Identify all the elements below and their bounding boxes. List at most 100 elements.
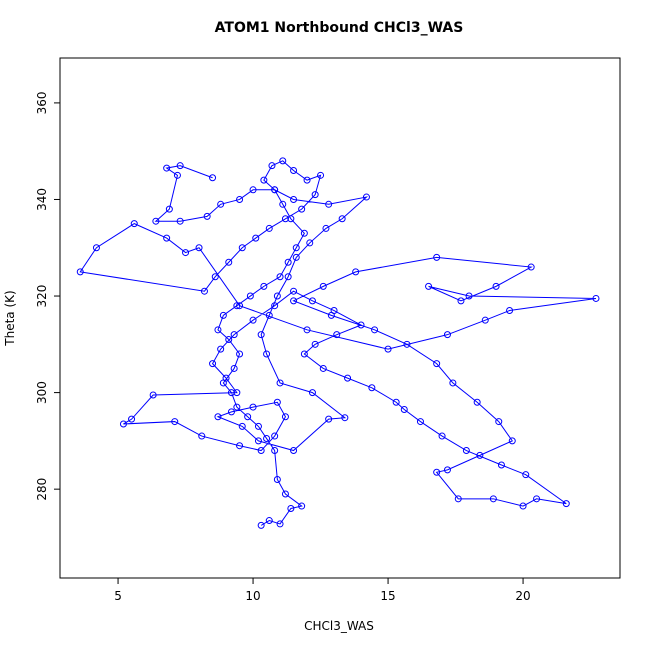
- point: [217, 345, 225, 353]
- point: [433, 468, 441, 476]
- y-tick-label: 300: [35, 381, 49, 404]
- point: [506, 307, 514, 315]
- point: [195, 244, 203, 252]
- point: [130, 220, 138, 228]
- point: [325, 415, 333, 423]
- point: [203, 212, 211, 220]
- point: [238, 244, 246, 252]
- point: [214, 326, 222, 334]
- point: [263, 434, 271, 442]
- point: [438, 432, 446, 440]
- point: [276, 379, 284, 387]
- point: [298, 502, 306, 510]
- point: [254, 437, 262, 445]
- point: [311, 191, 319, 199]
- point: [271, 302, 279, 310]
- point: [268, 162, 276, 170]
- point: [230, 331, 238, 339]
- point: [333, 331, 341, 339]
- point: [449, 379, 457, 387]
- point: [443, 331, 451, 339]
- point: [249, 186, 257, 194]
- point: [222, 374, 230, 382]
- point: [338, 215, 346, 223]
- point: [249, 316, 257, 324]
- point: [384, 345, 392, 353]
- point: [592, 294, 600, 302]
- point: [257, 331, 265, 339]
- point: [473, 398, 481, 406]
- point: [176, 217, 184, 225]
- point: [244, 413, 252, 421]
- point: [276, 273, 284, 281]
- plot-frame: [59, 57, 621, 579]
- point: [198, 432, 206, 440]
- point: [287, 215, 295, 223]
- point: [519, 502, 527, 510]
- point: [236, 302, 244, 310]
- point: [92, 244, 100, 252]
- point: [246, 292, 254, 300]
- point: [265, 311, 273, 319]
- point: [281, 215, 289, 223]
- point: [290, 195, 298, 203]
- point: [308, 389, 316, 397]
- point: [273, 476, 281, 484]
- point: [425, 282, 433, 290]
- point: [330, 307, 338, 315]
- point: [257, 521, 265, 529]
- point: [357, 321, 365, 329]
- point: [303, 326, 311, 334]
- point: [308, 297, 316, 305]
- point: [254, 422, 262, 430]
- point: [292, 253, 300, 261]
- y-tick-label: 320: [35, 285, 49, 308]
- point: [481, 316, 489, 324]
- point: [219, 311, 227, 319]
- point: [271, 186, 279, 194]
- chart-title: ATOM1 Northbound CHCl3_WAS: [215, 20, 464, 36]
- x-tick-label: 10: [245, 589, 260, 603]
- point: [416, 418, 424, 426]
- point: [495, 418, 503, 426]
- point: [303, 176, 311, 184]
- point: [392, 398, 400, 406]
- point: [236, 350, 244, 358]
- point: [433, 253, 441, 261]
- point: [257, 447, 265, 455]
- point: [527, 263, 535, 271]
- point: [238, 422, 246, 430]
- point: [276, 520, 284, 528]
- point: [311, 340, 319, 348]
- y-tick-label: 360: [35, 91, 49, 114]
- point: [497, 461, 505, 469]
- point: [290, 297, 298, 305]
- point: [457, 297, 465, 305]
- point: [344, 374, 352, 382]
- point: [462, 447, 470, 455]
- point: [279, 200, 287, 208]
- point: [300, 350, 308, 358]
- point: [260, 176, 268, 184]
- y-tick-label: 280: [35, 478, 49, 501]
- point: [465, 292, 473, 300]
- point: [284, 273, 292, 281]
- point: [562, 500, 570, 508]
- point: [290, 447, 298, 455]
- y-tick-label: 340: [35, 188, 49, 211]
- x-tick-label: 5: [114, 589, 122, 603]
- point: [252, 234, 260, 242]
- point: [292, 244, 300, 252]
- point: [533, 495, 541, 503]
- point: [225, 335, 233, 343]
- point: [211, 273, 219, 281]
- point: [319, 364, 327, 372]
- point: [319, 282, 327, 290]
- point: [271, 447, 279, 455]
- point: [249, 403, 257, 411]
- point: [214, 413, 222, 421]
- point: [508, 437, 516, 445]
- point: [273, 398, 281, 406]
- y-axis-label: Theta (K): [3, 290, 17, 346]
